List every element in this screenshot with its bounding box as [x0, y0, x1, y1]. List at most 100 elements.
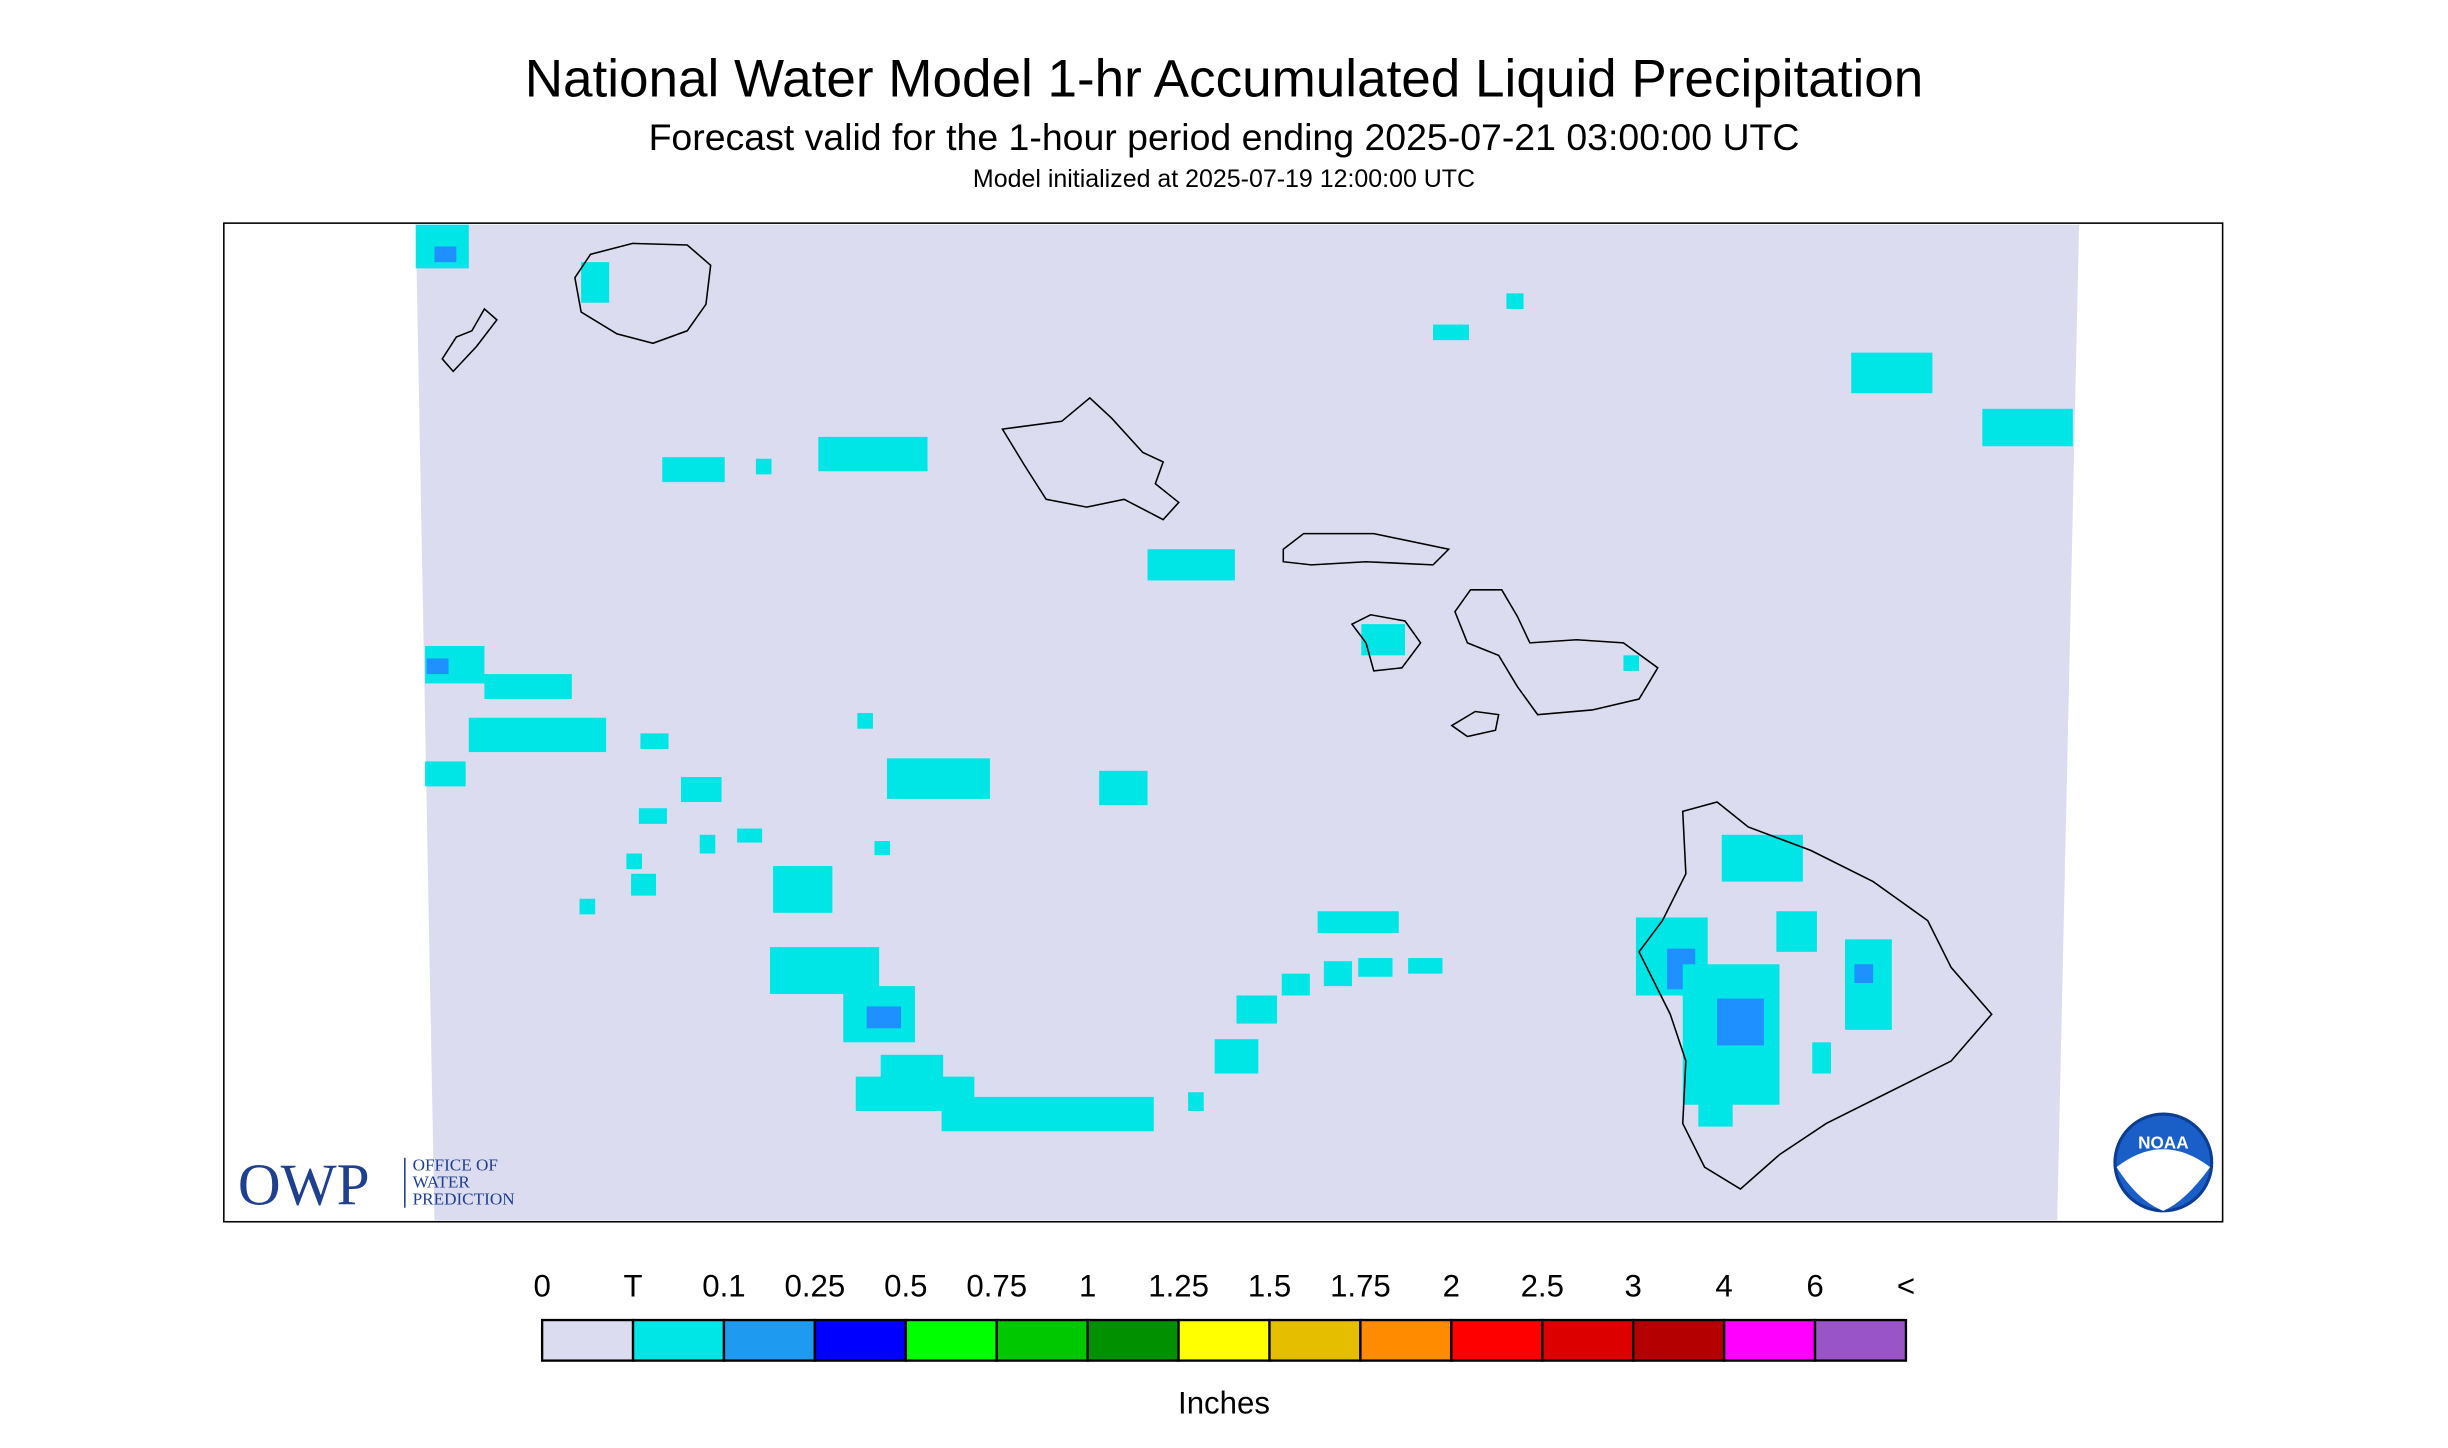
patch	[626, 853, 642, 870]
patch	[1214, 1039, 1259, 1074]
colorbar-label: 0	[533, 1269, 550, 1304]
patch	[1147, 549, 1235, 581]
patch	[866, 1006, 902, 1029]
island-niihau	[441, 307, 498, 373]
owp-logo: OWP OFFICE OF WATER PREDICTION	[238, 1152, 515, 1218]
patch	[468, 717, 607, 753]
patch	[1776, 911, 1817, 952]
patch	[699, 834, 716, 854]
owp-line: OFFICE OF	[413, 1155, 498, 1174]
patch	[1506, 293, 1524, 309]
colorbar-label: <	[1897, 1269, 1915, 1304]
patch	[426, 658, 449, 675]
subtitle: Forecast valid for the 1-hour period end…	[649, 116, 1800, 158]
patch	[1358, 958, 1393, 977]
colorbar-label: 2	[1443, 1269, 1460, 1304]
patch	[662, 457, 725, 483]
colorbar-swatch	[1268, 1318, 1362, 1362]
noaa-text: NOAA	[2138, 1132, 2189, 1152]
colorbar-label: 1	[1079, 1269, 1096, 1304]
colorbar-label: 1.25	[1148, 1269, 1209, 1304]
patch	[874, 841, 891, 856]
patch	[1323, 961, 1352, 987]
colorbar-swatch	[1722, 1318, 1817, 1362]
owp-line: PREDICTION	[413, 1190, 515, 1209]
islands	[441, 242, 1993, 1190]
title: National Water Model 1-hr Accumulated Li…	[525, 50, 1924, 109]
patch	[1281, 973, 1310, 996]
patch	[1623, 655, 1640, 671]
colorbar-label: 1.5	[1248, 1269, 1291, 1304]
colorbar-label: 3	[1625, 1269, 1642, 1304]
init-time: Model initialized at 2025-07-19 12:00:00…	[973, 165, 1475, 193]
colorbar-swatch	[631, 1318, 726, 1362]
patch	[425, 761, 466, 787]
patch	[1236, 995, 1278, 1024]
patch	[681, 777, 722, 803]
colorbar-swatch	[1813, 1318, 1908, 1362]
colorbar-swatch	[904, 1318, 998, 1362]
patch	[737, 828, 763, 843]
patch	[1188, 1092, 1204, 1111]
patch	[773, 865, 833, 913]
patch	[886, 758, 990, 799]
colorbar-label: 0.25	[785, 1269, 846, 1304]
island-hawaii	[1638, 801, 1993, 1190]
colorbar-swatch	[1177, 1318, 1271, 1362]
island-maui	[1454, 589, 1659, 716]
colorbar-swatch	[540, 1318, 635, 1362]
owp-line: WATER	[413, 1172, 471, 1191]
colorbar-label: 1.75	[1330, 1269, 1391, 1304]
patch	[1812, 1042, 1831, 1074]
colorbar-unit: Inches	[1178, 1386, 1270, 1421]
colorbar-swatch	[1359, 1318, 1453, 1362]
colorbar-label: 0.1	[702, 1269, 745, 1304]
patch	[484, 674, 572, 700]
colorbar-swatch	[722, 1318, 817, 1362]
patch	[755, 458, 772, 475]
colorbar: 0 T 0.1 0.25 0.5 0.75 1 1.25 1.5 1.75 2 2.5 3 4 6 <	[533, 1269, 1915, 1362]
noaa-logo: NOAA	[2113, 1112, 2214, 1213]
patch	[1982, 408, 2073, 447]
patch	[581, 262, 610, 303]
colorbar-swatch	[1632, 1318, 1726, 1362]
colorbar-swatch	[1541, 1318, 1635, 1362]
noaa-gull	[2116, 1149, 2211, 1211]
colorbar-swatch	[813, 1318, 907, 1362]
colorbar-label: 2.5	[1521, 1269, 1564, 1304]
patch	[1845, 939, 1892, 1030]
patch	[941, 1096, 1154, 1132]
patch	[579, 898, 596, 915]
colorbar-label: 0.75	[966, 1269, 1027, 1304]
island-molokai	[1282, 532, 1451, 566]
patch	[1721, 834, 1803, 882]
patch	[1408, 958, 1443, 974]
owp-text: OWP	[238, 1152, 370, 1218]
island-kahoolawe	[1450, 710, 1500, 738]
island-kauai	[574, 242, 712, 345]
colorbar-label: T	[624, 1269, 643, 1304]
patch	[1698, 1092, 1733, 1127]
island-oahu	[1001, 396, 1180, 521]
patch	[640, 733, 669, 749]
patch	[434, 246, 457, 263]
patch	[1317, 911, 1399, 934]
patch	[1433, 324, 1469, 341]
colorbar-label: 0.5	[884, 1269, 927, 1304]
patch	[1099, 770, 1148, 806]
patch	[857, 713, 873, 729]
patch	[1854, 964, 1874, 984]
colorbar-swatch	[1450, 1318, 1544, 1362]
patch	[1851, 352, 1933, 394]
colorbar-label: 4	[1715, 1269, 1732, 1304]
patch	[1717, 998, 1764, 1046]
patch	[631, 873, 657, 896]
colorbar-swatch	[995, 1318, 1089, 1362]
colorbar-label: 6	[1806, 1269, 1823, 1304]
colorbar-swatch	[1086, 1318, 1180, 1362]
precip-patches	[415, 224, 2073, 1132]
patch	[818, 436, 928, 472]
island-lanai	[1350, 613, 1422, 672]
patch	[638, 808, 667, 824]
